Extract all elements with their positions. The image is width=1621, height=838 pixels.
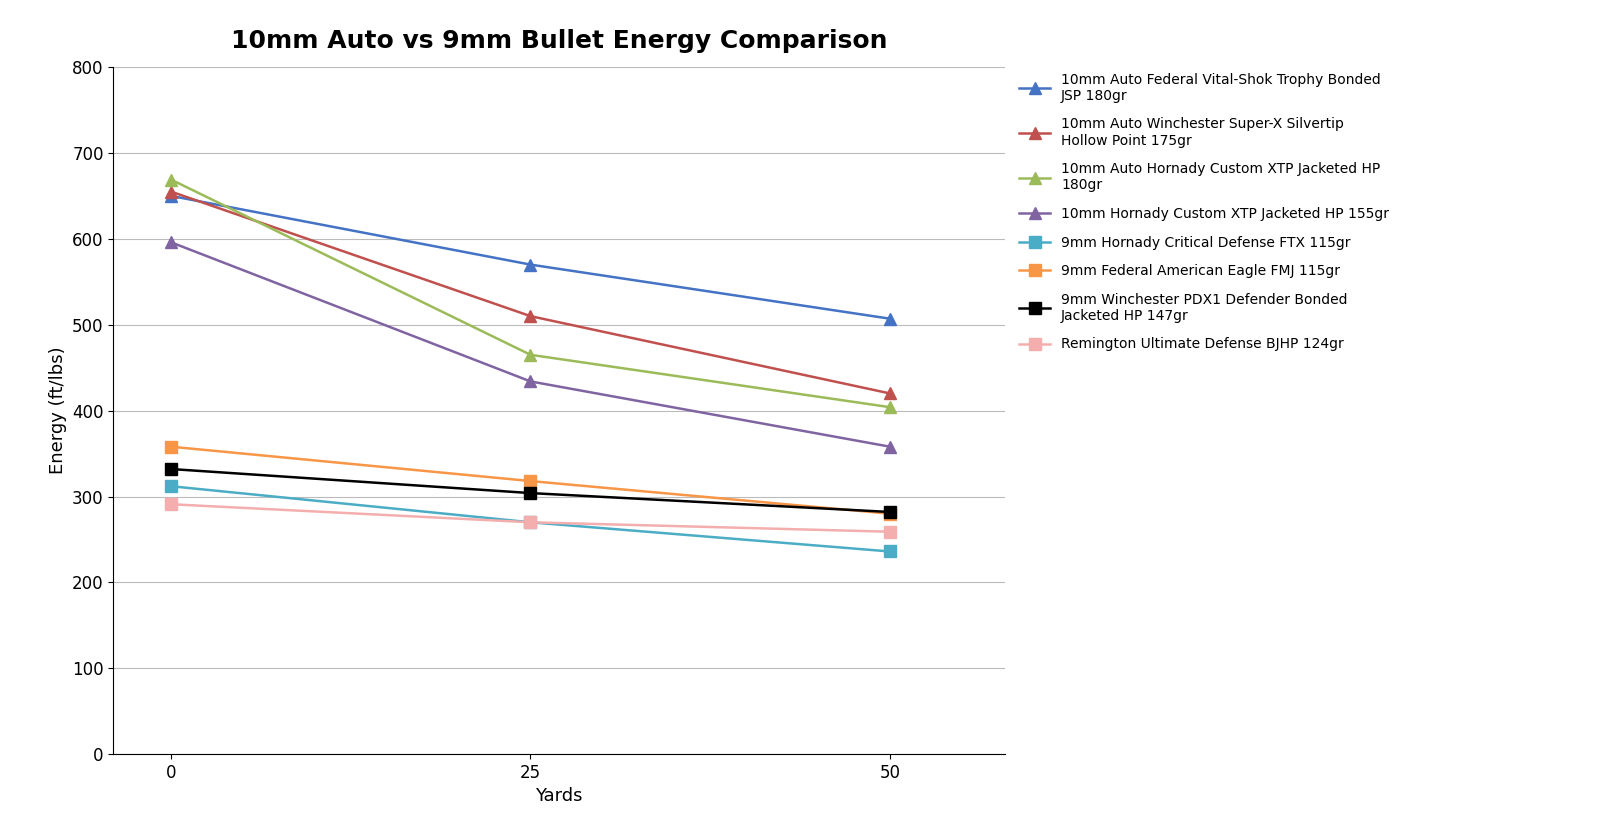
Legend: 10mm Auto Federal Vital-Shok Trophy Bonded
JSP 180gr, 10mm Auto Winchester Super: 10mm Auto Federal Vital-Shok Trophy Bond… xyxy=(1015,67,1394,357)
Remington Ultimate Defense BJHP 124gr xyxy=(520,517,540,527)
Line: 10mm Hornady Custom XTP Jacketed HP 155gr: 10mm Hornady Custom XTP Jacketed HP 155g… xyxy=(165,236,895,453)
10mm Auto Hornady Custom XTP Jacketed HP
180gr xyxy=(880,402,900,412)
9mm Federal American Eagle FMJ 115gr xyxy=(880,509,900,519)
10mm Hornady Custom XTP Jacketed HP 155gr xyxy=(160,237,180,247)
10mm Auto Federal Vital-Shok Trophy Bonded
JSP 180gr xyxy=(520,260,540,270)
10mm Auto Federal Vital-Shok Trophy Bonded
JSP 180gr xyxy=(880,313,900,323)
9mm Hornady Critical Defense FTX 115gr xyxy=(880,546,900,556)
Line: 10mm Auto Hornady Custom XTP Jacketed HP
180gr: 10mm Auto Hornady Custom XTP Jacketed HP… xyxy=(165,174,895,413)
Line: 9mm Federal American Eagle FMJ 115gr: 9mm Federal American Eagle FMJ 115gr xyxy=(165,441,895,520)
Line: 10mm Auto Winchester Super-X Silvertip
Hollow Point 175gr: 10mm Auto Winchester Super-X Silvertip H… xyxy=(165,186,895,399)
10mm Auto Hornady Custom XTP Jacketed HP
180gr xyxy=(160,174,180,184)
10mm Auto Winchester Super-X Silvertip
Hollow Point 175gr xyxy=(520,311,540,321)
Y-axis label: Energy (ft/lbs): Energy (ft/lbs) xyxy=(49,347,66,474)
Line: 10mm Auto Federal Vital-Shok Trophy Bonded
JSP 180gr: 10mm Auto Federal Vital-Shok Trophy Bond… xyxy=(165,190,895,324)
9mm Winchester PDX1 Defender Bonded
Jacketed HP 147gr xyxy=(880,507,900,517)
10mm Auto Federal Vital-Shok Trophy Bonded
JSP 180gr xyxy=(160,191,180,201)
Title: 10mm Auto vs 9mm Bullet Energy Comparison: 10mm Auto vs 9mm Bullet Energy Compariso… xyxy=(232,28,887,53)
X-axis label: Yards: Yards xyxy=(535,788,584,805)
Line: Remington Ultimate Defense BJHP 124gr: Remington Ultimate Defense BJHP 124gr xyxy=(165,499,895,537)
9mm Winchester PDX1 Defender Bonded
Jacketed HP 147gr xyxy=(520,488,540,498)
9mm Winchester PDX1 Defender Bonded
Jacketed HP 147gr xyxy=(160,464,180,474)
9mm Hornady Critical Defense FTX 115gr xyxy=(520,517,540,527)
Remington Ultimate Defense BJHP 124gr xyxy=(160,499,180,510)
10mm Hornady Custom XTP Jacketed HP 155gr xyxy=(520,376,540,386)
Line: 9mm Hornady Critical Defense FTX 115gr: 9mm Hornady Critical Defense FTX 115gr xyxy=(165,481,895,557)
9mm Hornady Critical Defense FTX 115gr xyxy=(160,481,180,491)
9mm Federal American Eagle FMJ 115gr xyxy=(160,442,180,452)
10mm Auto Winchester Super-X Silvertip
Hollow Point 175gr xyxy=(160,187,180,197)
10mm Auto Winchester Super-X Silvertip
Hollow Point 175gr xyxy=(880,389,900,399)
10mm Auto Hornady Custom XTP Jacketed HP
180gr xyxy=(520,349,540,360)
10mm Hornady Custom XTP Jacketed HP 155gr xyxy=(880,442,900,452)
Remington Ultimate Defense BJHP 124gr xyxy=(880,527,900,537)
Line: 9mm Winchester PDX1 Defender Bonded
Jacketed HP 147gr: 9mm Winchester PDX1 Defender Bonded Jack… xyxy=(165,463,895,518)
9mm Federal American Eagle FMJ 115gr xyxy=(520,476,540,486)
